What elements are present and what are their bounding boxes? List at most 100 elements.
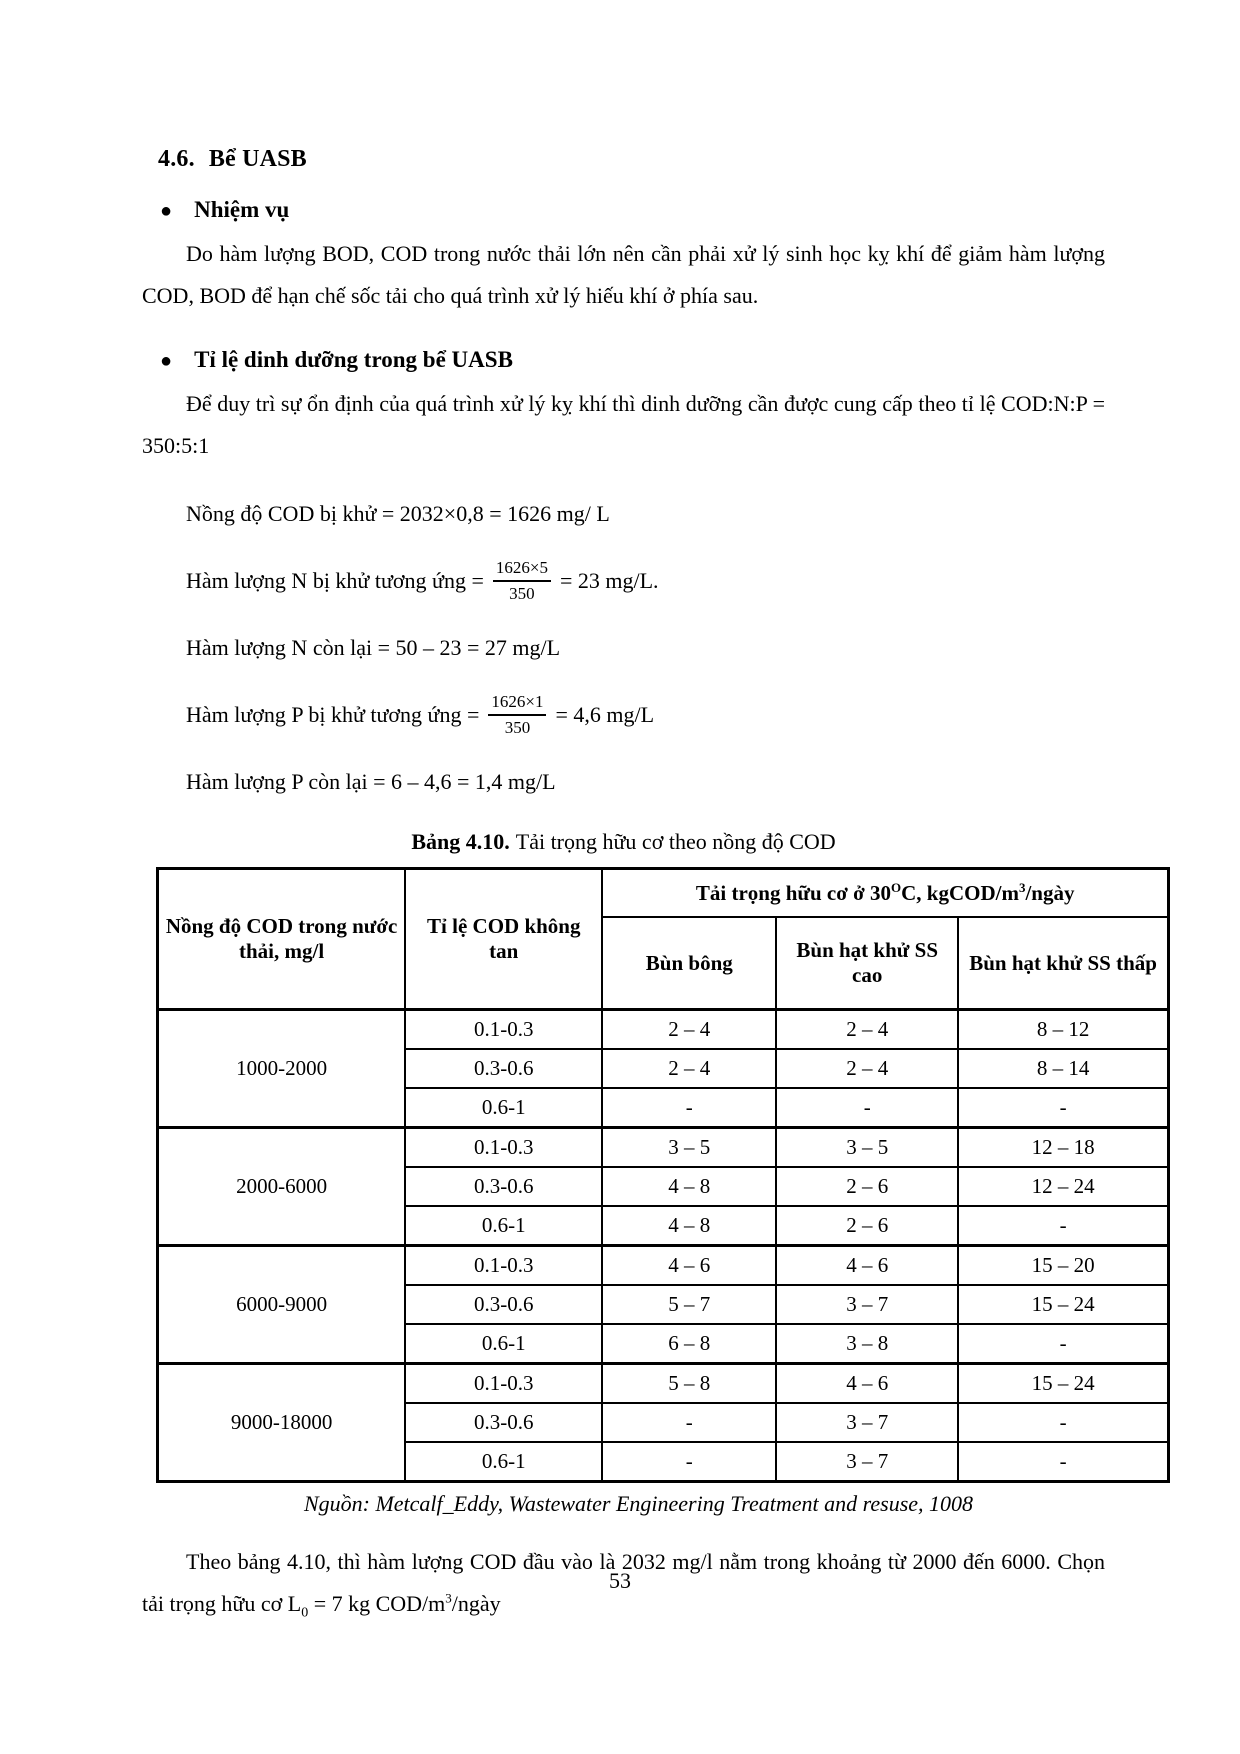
section-number: 4.6. — [158, 146, 195, 172]
ratio-cell: 0.3-0.6 — [404, 1166, 604, 1207]
table-caption-label: Bảng 4.10. — [411, 829, 510, 854]
value-cell: 12 – 18 — [957, 1126, 1170, 1168]
ratio-cell: 0.3-0.6 — [404, 1284, 604, 1325]
value-cell: 8 – 14 — [957, 1048, 1170, 1089]
table-caption: Bảng 4.10. Tải trọng hữu cơ theo nồng độ … — [142, 829, 1105, 855]
subscript-0: 0 — [301, 1605, 309, 1621]
value-cell: 2 – 4 — [775, 1008, 960, 1050]
value-cell: 5 – 8 — [601, 1362, 778, 1404]
value-cell: - — [601, 1402, 778, 1443]
header-organic-load: Tải trọng hữu cơ ở 30OC, kgCOD/m3/ngày — [601, 867, 1170, 918]
bullet-item-ti-le-dinh-duong: ● Tỉ lệ dinh dưỡng trong bể UASB — [160, 347, 1105, 373]
header-bun-bong: Bùn bông — [601, 916, 778, 1011]
bullet-label: Tỉ lệ dinh dưỡng trong bể UASB — [194, 347, 513, 372]
value-cell: - — [957, 1441, 1170, 1483]
value-cell: 3 – 5 — [601, 1126, 778, 1168]
fraction-denominator: 350 — [504, 718, 531, 737]
formula-prefix: Hàm lượng N bị khử tương ứng = — [186, 568, 484, 593]
table-row: 0.3-0.6 2 – 4 2 – 4 8 – 14 — [158, 1048, 1170, 1089]
table-caption-text: Tải trọng hữu cơ theo nồng độ COD — [515, 829, 836, 854]
value-cell: 8 – 12 — [957, 1008, 1170, 1050]
formula-n-removed: Hàm lượng N bị khử tương ứng = 1626×5 350… — [186, 557, 1105, 605]
header-bun-hat-khu-ss-cao: Bùn hạt khử SS cao — [775, 916, 960, 1011]
value-cell: - — [775, 1087, 960, 1129]
value-cell: 2 – 4 — [775, 1048, 960, 1089]
header-cod-concentration: Nồng độ COD trong nước thải, mg/l — [156, 867, 407, 1011]
formula-suffix: = 23 mg/L. — [559, 568, 659, 593]
value-cell: 4 – 8 — [601, 1166, 778, 1207]
table-row: 0.6-1 6 – 8 3 – 8 - — [158, 1323, 1170, 1365]
fraction-denominator: 350 — [509, 584, 535, 603]
value-cell: - — [957, 1205, 1170, 1247]
value-cell: 15 – 24 — [957, 1284, 1170, 1325]
table-row: 0.3-0.6 - 3 – 7 - — [158, 1402, 1170, 1443]
value-cell: 3 – 7 — [775, 1284, 960, 1325]
value-cell: 4 – 8 — [601, 1205, 778, 1247]
fraction: 1626×1 350 — [488, 691, 547, 739]
formula-prefix: Hàm lượng P bị khử tương ứng = — [186, 702, 480, 727]
bullet-item-nhiem-vu: ● Nhiệm vụ — [160, 197, 1105, 223]
page-number: 53 — [609, 1568, 631, 1593]
table-row: 1000-2000 0.1-0.3 2 – 4 2 – 4 8 – 12 — [156, 1008, 1170, 1129]
ratio-cell: 0.6-1 — [404, 1087, 604, 1129]
section-title: Bể UASB — [208, 146, 307, 172]
value-cell: 3 – 7 — [775, 1441, 960, 1483]
intro-paragraph: Do hàm lượng BOD, COD trong nước thải lớ… — [142, 241, 1105, 308]
value-cell: 4 – 6 — [775, 1362, 960, 1404]
formula-suffix: = 4,6 mg/L — [555, 702, 655, 727]
table-subheader-row: Bùn bông Bùn hạt khử SS cao Bùn hạt khử … — [158, 916, 1170, 1011]
value-cell: 2 – 4 — [601, 1008, 778, 1050]
nutrition-paragraph: Để duy trì sự ổn định của quá trình xử l… — [142, 391, 1105, 458]
value-cell: - — [601, 1441, 778, 1483]
cod-load-table: Nồng độ COD trong nước thải, mg/l Tỉ lệ … — [156, 867, 1170, 1483]
value-cell: 3 – 8 — [775, 1323, 960, 1365]
ratio-cell: 0.1-0.3 — [404, 1362, 604, 1404]
table-source: Nguồn: Metcalf_Eddy, Wastewater Engineer… — [303, 1491, 974, 1516]
section-heading: 4.6. Bể UASB — [158, 146, 1105, 173]
bullet-label: Nhiệm vụ — [194, 197, 290, 222]
value-cell: 4 – 6 — [601, 1244, 778, 1286]
value-cell: 6 – 8 — [601, 1323, 778, 1365]
ratio-cell: 0.3-0.6 — [404, 1048, 604, 1089]
superscript-o: O — [890, 879, 902, 895]
formula-n-left: Hàm lượng N còn lại = 50 – 23 = 27 mg/L — [186, 635, 561, 660]
header-bun-hat-khu-ss-thap: Bùn hạt khử SS thấp — [957, 916, 1170, 1011]
fraction: 1626×5 350 — [492, 557, 551, 605]
ratio-cell: 0.1-0.3 — [404, 1244, 604, 1286]
bullet-icon: ● — [160, 200, 173, 222]
header-cod-ratio: Tỉ lệ COD không tan — [404, 867, 604, 1011]
table-row: 0.3-0.6 5 – 7 3 – 7 15 – 24 — [158, 1284, 1170, 1325]
formula-cod-removed: Nồng độ COD bị khử = 2032×0,8 = 1626 mg/… — [186, 501, 610, 526]
ratio-cell: 0.6-1 — [404, 1205, 604, 1247]
value-cell: 12 – 24 — [957, 1166, 1170, 1207]
ratio-cell: 0.3-0.6 — [404, 1402, 604, 1443]
table-row: 0.6-1 4 – 8 2 – 6 - — [158, 1205, 1170, 1247]
ratio-cell: 0.1-0.3 — [404, 1008, 604, 1050]
fraction-numerator: 1626×5 — [492, 557, 551, 582]
value-cell: 2 – 6 — [775, 1205, 960, 1247]
cod-range-cell: 9000-18000 — [156, 1362, 407, 1483]
value-cell: 5 – 7 — [601, 1284, 778, 1325]
value-cell: 4 – 6 — [775, 1244, 960, 1286]
value-cell: 3 – 5 — [775, 1126, 960, 1168]
superscript-3: 3 — [1018, 879, 1026, 895]
value-cell: - — [601, 1087, 778, 1129]
table-row: 0.6-1 - 3 – 7 - — [158, 1441, 1170, 1483]
table-row: 6000-9000 0.1-0.3 4 – 6 4 – 6 15 – 20 — [156, 1244, 1170, 1365]
value-cell: 3 – 7 — [775, 1402, 960, 1443]
ratio-cell: 0.6-1 — [404, 1323, 604, 1365]
fraction-numerator: 1626×1 — [488, 691, 547, 716]
table-row: 2000-6000 0.1-0.3 3 – 5 3 – 5 12 – 18 — [156, 1126, 1170, 1247]
superscript-3: 3 — [445, 1590, 452, 1606]
value-cell: 2 – 4 — [601, 1048, 778, 1089]
value-cell: 15 – 20 — [957, 1244, 1170, 1286]
cod-range-cell: 1000-2000 — [156, 1008, 407, 1129]
value-cell: - — [957, 1087, 1170, 1129]
ratio-cell: 0.1-0.3 — [404, 1126, 604, 1168]
table-row: 0.3-0.6 4 – 8 2 – 6 12 – 24 — [158, 1166, 1170, 1207]
table-header-row: Nồng độ COD trong nước thải, mg/l Tỉ lệ … — [156, 867, 1170, 1011]
formula-p-left: Hàm lượng P còn lại = 6 – 4,6 = 1,4 mg/L — [186, 769, 556, 794]
closing-paragraph: Theo bảng 4.10, thì hàm lượng COD đầu và… — [142, 1549, 1105, 1621]
table-row: 0.6-1 - - - — [158, 1087, 1170, 1129]
